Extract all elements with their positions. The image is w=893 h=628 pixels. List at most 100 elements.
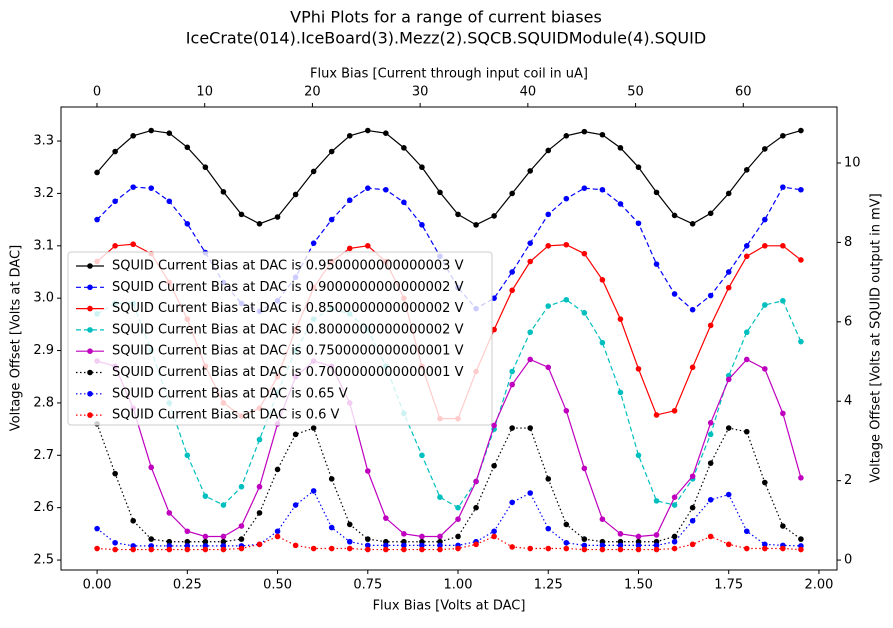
data-point <box>220 538 227 545</box>
data-point <box>112 198 118 205</box>
x2-axis-label: Flux Bias [Current through input coil in… <box>310 67 588 82</box>
data-point <box>635 546 642 553</box>
data-point <box>617 546 624 553</box>
data-point <box>346 538 353 545</box>
series-line <box>97 535 801 551</box>
data-point <box>635 452 642 459</box>
y2-tick-label: 4 <box>844 394 852 409</box>
data-point <box>707 497 714 503</box>
data-point <box>437 546 443 553</box>
series-line <box>96 489 801 547</box>
data-point <box>473 478 479 485</box>
chart-title: VPhi Plots for a range of current biases <box>290 8 602 27</box>
data-point <box>473 222 479 228</box>
data-point <box>617 316 624 322</box>
legend-label: SQUID Current Bias at DAC is 0.700000000… <box>112 365 464 380</box>
data-point <box>707 420 714 426</box>
legend-marker <box>87 412 93 418</box>
data-point <box>545 211 552 218</box>
data-point <box>509 368 515 375</box>
data-point <box>437 533 443 540</box>
legend-marker <box>87 327 93 333</box>
data-point <box>94 216 100 223</box>
data-point <box>166 130 173 136</box>
data-point <box>310 488 317 494</box>
data-point <box>635 164 642 171</box>
data-point <box>328 148 335 155</box>
data-point <box>762 216 768 223</box>
legend-marker <box>87 284 93 291</box>
data-point <box>383 130 389 136</box>
data-point <box>491 422 497 429</box>
data-point <box>635 220 642 227</box>
data-point <box>762 302 768 308</box>
data-point <box>112 470 118 477</box>
data-point <box>509 425 515 431</box>
data-point <box>491 213 497 219</box>
data-point <box>491 295 497 301</box>
data-point <box>130 546 136 553</box>
data-point <box>148 464 155 471</box>
data-point <box>437 542 443 549</box>
data-point <box>455 545 461 552</box>
data-point <box>166 546 173 553</box>
data-point <box>725 376 732 383</box>
data-point <box>184 220 191 227</box>
data-point <box>274 214 281 220</box>
chart-subtitle: IceCrate(014).IceBoard(3).Mezz(2).SQCB.S… <box>186 29 706 48</box>
data-point <box>256 436 263 443</box>
data-point <box>725 269 732 275</box>
data-point <box>527 490 534 496</box>
data-point <box>743 428 750 435</box>
data-point <box>166 510 173 516</box>
data-point <box>238 545 245 552</box>
data-point <box>473 504 479 511</box>
data-point <box>635 366 642 372</box>
x2-tick-label: 20 <box>304 85 321 100</box>
data-point <box>94 525 100 532</box>
data-point <box>419 533 425 540</box>
data-point <box>346 245 353 252</box>
data-point <box>328 476 335 482</box>
data-point <box>310 425 317 431</box>
x2-tick-label: 10 <box>196 85 213 100</box>
data-point <box>527 545 534 552</box>
data-point <box>364 468 371 474</box>
data-point <box>617 389 624 396</box>
data-point <box>473 541 479 548</box>
data-point <box>671 545 678 552</box>
y2-tick-label: 10 <box>844 155 861 170</box>
data-point <box>346 133 353 139</box>
data-point <box>689 504 696 511</box>
data-point <box>798 186 804 193</box>
legend-label: SQUID Current Bias at DAC is 0.6 V <box>112 408 340 423</box>
data-point <box>220 533 227 540</box>
data-point <box>419 546 425 553</box>
data-point <box>274 533 281 540</box>
data-point <box>617 201 624 207</box>
data-point <box>112 539 118 546</box>
data-point <box>130 241 136 248</box>
data-point <box>617 145 624 151</box>
x-tick-label: 0.50 <box>263 578 292 593</box>
data-point <box>491 528 497 535</box>
data-point <box>328 524 335 531</box>
data-point <box>743 528 750 535</box>
data-point <box>274 528 281 535</box>
x-tick-label: 0.75 <box>353 578 382 593</box>
legend-label: SQUID Current Bias at DAC is 0.850000000… <box>112 301 464 316</box>
series-line <box>96 129 802 226</box>
x2-tick-label: 0 <box>93 85 101 100</box>
data-point <box>419 164 425 171</box>
data-point <box>762 242 768 249</box>
data-point <box>707 460 714 466</box>
data-point <box>238 211 245 218</box>
data-point <box>184 144 191 151</box>
data-point <box>401 531 407 537</box>
data-point <box>707 210 714 217</box>
data-point <box>762 366 768 372</box>
data-point <box>671 533 678 540</box>
data-point <box>617 531 624 537</box>
data-point <box>148 536 155 542</box>
data-point <box>346 521 353 528</box>
